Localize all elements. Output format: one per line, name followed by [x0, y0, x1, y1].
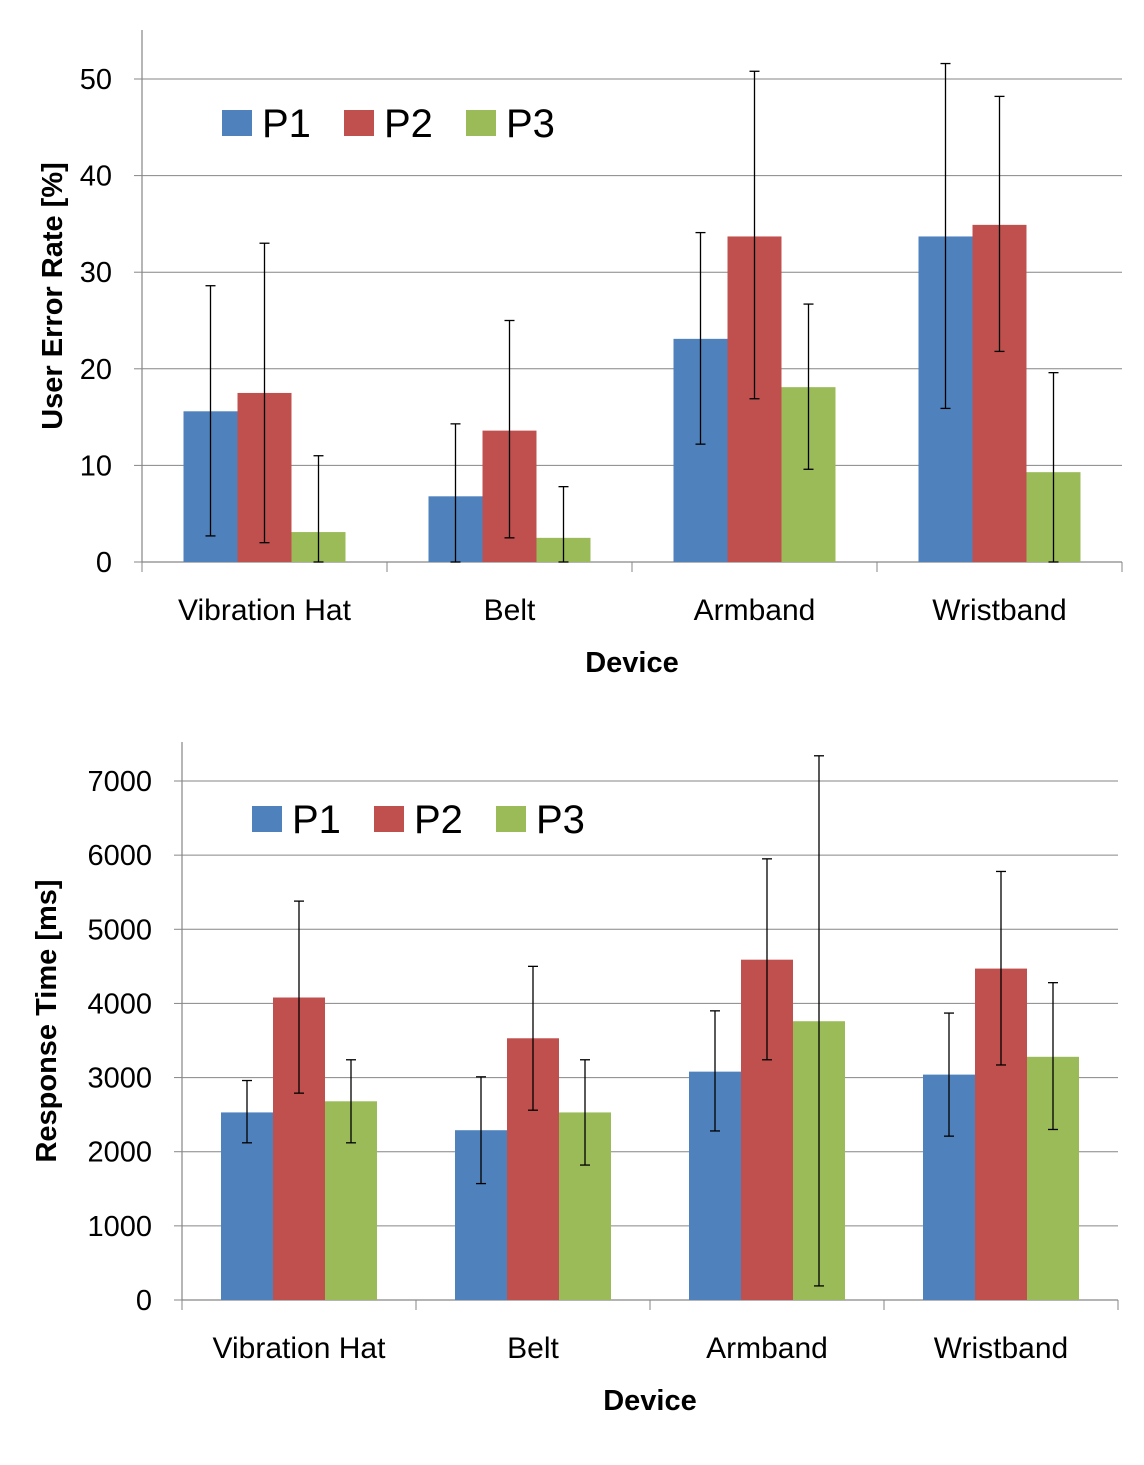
y-axis-title: Response Time [ms] [31, 879, 63, 1162]
x-category-label: Belt [484, 594, 536, 627]
x-category-label: Armband [706, 1332, 828, 1365]
bar-p1 [221, 1112, 273, 1300]
x-category-label: Wristband [934, 1332, 1069, 1365]
legend-swatch-p2 [374, 806, 404, 832]
x-category-label: Vibration Hat [178, 594, 352, 627]
y-tick-label: 1000 [87, 1211, 152, 1243]
legend: P1 P2 P3 [252, 798, 585, 842]
y-tick-label: 2000 [87, 1137, 152, 1169]
y-tick-label: 7000 [87, 766, 152, 798]
legend-label-p2: P2 [414, 798, 463, 842]
legend-label-p1: P1 [262, 102, 311, 146]
y-tick-label: 0 [96, 547, 112, 579]
y-axis-title: User Error Rate [%] [37, 162, 69, 430]
legend: P1 P2 P3 [222, 102, 555, 146]
legend-label-p1: P1 [292, 798, 341, 842]
x-category-label: Vibration Hat [213, 1332, 387, 1365]
x-category-label: Wristband [932, 594, 1067, 627]
response-time-chart: 0 1000 2000 3000 4000 5000 6000 7000 Vibration H… [31, 742, 1119, 1417]
legend-label-p3: P3 [506, 102, 555, 146]
legend-swatch-p1 [252, 806, 282, 832]
y-tick-label: 30 [80, 257, 112, 289]
y-tick-label: 3000 [87, 1063, 152, 1095]
legend-label-p3: P3 [536, 798, 585, 842]
legend-swatch-p2 [344, 110, 374, 136]
y-tick-label: 0 [136, 1285, 152, 1317]
x-category-label: Armband [694, 594, 816, 627]
legend-swatch-p1 [222, 110, 252, 136]
legend-swatch-p3 [466, 110, 496, 136]
y-tick-label: 6000 [87, 840, 152, 872]
y-tick-label: 10 [80, 450, 112, 482]
y-tick-label: 5000 [87, 914, 152, 946]
x-axis-title: Device [585, 647, 679, 679]
y-tick-label: 20 [80, 354, 112, 386]
y-tick-label: 50 [80, 64, 112, 96]
y-tick-label: 40 [80, 161, 112, 193]
x-axis-title: Device [603, 1385, 697, 1417]
legend-swatch-p3 [496, 806, 526, 832]
y-tick-label: 4000 [87, 988, 152, 1020]
legend-label-p2: P2 [384, 102, 433, 146]
x-category-label: Belt [507, 1332, 559, 1365]
user-error-rate-chart: 0 10 20 30 40 50 Vibration Hat Belt Armband Wrist… [37, 30, 1123, 679]
